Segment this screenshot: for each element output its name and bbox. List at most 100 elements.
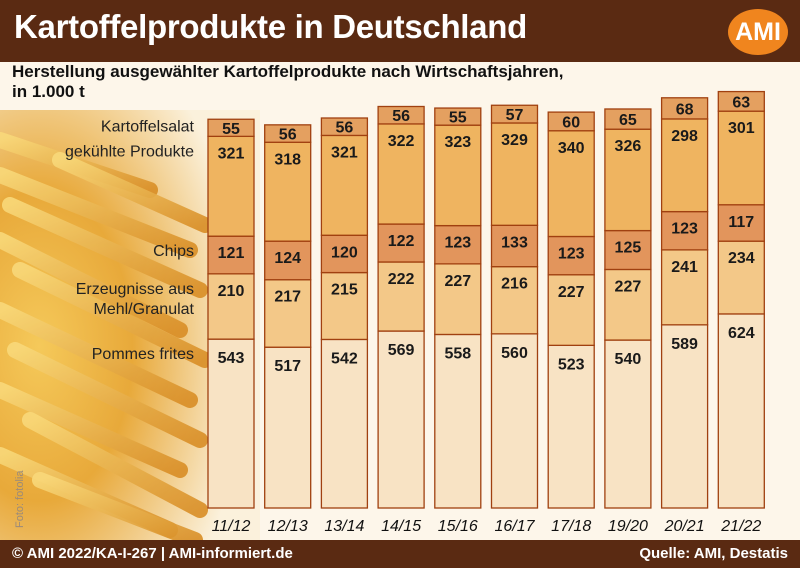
data-label: 217 — [274, 289, 301, 306]
data-label: 542 — [331, 350, 358, 367]
series-label: gekühlte Produkte — [65, 143, 194, 160]
data-label: 120 — [331, 244, 358, 261]
series-label: Erzeugnisse aus — [76, 281, 194, 298]
bar-segment — [434, 333, 482, 509]
data-label: 624 — [728, 325, 755, 342]
bar-segment — [320, 134, 369, 236]
data-label: 234 — [728, 250, 755, 267]
data-label: 326 — [615, 138, 642, 155]
x-tick-label: 20/21 — [664, 518, 705, 535]
data-label: 55 — [449, 110, 467, 127]
bar-segment — [717, 313, 765, 509]
bar-segment — [717, 110, 765, 206]
bar-segment — [377, 123, 425, 225]
fry-stick — [7, 342, 208, 448]
title-bar — [0, 0, 800, 62]
bar-segment — [264, 141, 312, 242]
bar-segment — [547, 130, 595, 238]
fry-stick — [22, 412, 208, 518]
bar-segment — [377, 223, 425, 263]
bar-segment — [660, 324, 709, 509]
bar-segment — [320, 117, 369, 137]
x-tick-label: 12/13 — [268, 518, 308, 535]
x-tick-label: 13/14 — [324, 518, 364, 535]
data-label: 125 — [615, 240, 642, 257]
bar-segment — [604, 128, 652, 232]
subtitle-line-1: Herstellung ausgewählter Kartoffelproduk… — [12, 62, 564, 81]
data-label: 56 — [336, 120, 354, 137]
data-label: 340 — [558, 140, 585, 157]
bar-segment — [604, 339, 652, 509]
data-label: 56 — [279, 127, 297, 144]
data-label: 227 — [558, 284, 585, 301]
footer-copyright: © AMI 2022/KA-I-267 | AMI-informiert.de — [12, 545, 293, 562]
bar-segment — [547, 235, 595, 276]
bar-segment — [604, 268, 652, 341]
x-tick-label: 19/20 — [608, 518, 648, 535]
x-tick-label: 16/17 — [494, 518, 535, 535]
bar-segment — [490, 104, 539, 124]
bar-segment — [207, 338, 255, 509]
data-label: 301 — [728, 120, 755, 137]
data-label: 321 — [331, 144, 358, 161]
footer-bar — [0, 540, 800, 568]
x-tick-label: 11/12 — [212, 518, 251, 535]
bar-segment — [434, 263, 482, 336]
bar-segment — [604, 229, 652, 271]
bar-segment — [264, 124, 312, 143]
bar-segment — [207, 118, 255, 138]
bar-segment — [660, 118, 709, 213]
x-tick-label: 21/22 — [720, 518, 761, 535]
data-label: 321 — [218, 145, 245, 162]
fry-stick — [12, 262, 213, 368]
x-tick-label: 14/15 — [381, 518, 421, 535]
data-label: 322 — [388, 133, 415, 150]
data-label: 65 — [619, 112, 637, 129]
fry-stick — [0, 232, 188, 338]
bar-segment — [377, 105, 425, 125]
bar-segment — [264, 240, 312, 281]
data-label: 63 — [732, 94, 750, 111]
data-label: 121 — [218, 245, 245, 262]
bar-segment — [320, 271, 369, 341]
fry-stick — [0, 302, 198, 408]
bar-segment — [207, 135, 255, 237]
data-label: 323 — [444, 134, 471, 151]
data-label: 227 — [444, 273, 471, 290]
data-label: 543 — [218, 350, 245, 367]
fry-stick — [32, 472, 203, 548]
footer-source: Quelle: AMI, Destatis — [639, 545, 788, 562]
data-label: 215 — [331, 282, 358, 299]
data-label: 216 — [501, 276, 528, 293]
chart-subtitle: Herstellung ausgewählter Kartoffelproduk… — [12, 62, 652, 102]
data-label: 569 — [388, 342, 415, 359]
data-label: 57 — [506, 107, 524, 124]
bar-segment — [547, 111, 595, 132]
bar-segment — [490, 266, 539, 335]
x-tick-label: 15/16 — [438, 518, 478, 535]
series-label: Pommes frites — [92, 346, 194, 363]
data-label: 298 — [671, 128, 698, 145]
fry-stick — [0, 382, 188, 478]
data-label: 540 — [615, 351, 642, 368]
bar-segment — [434, 224, 482, 265]
fry-stick — [0, 167, 198, 258]
bar-segment — [207, 273, 255, 340]
bar-segment — [320, 234, 369, 274]
data-label: 124 — [274, 250, 301, 267]
bar-segment — [490, 122, 539, 226]
bar-segment — [660, 249, 709, 326]
bar-segment — [547, 274, 595, 346]
data-label: 68 — [676, 101, 694, 118]
fry-stick — [52, 152, 213, 233]
data-label: 523 — [558, 356, 585, 373]
data-label: 60 — [562, 114, 580, 131]
bar-segment — [490, 333, 539, 509]
data-label: 117 — [728, 214, 754, 231]
fries-sticks — [0, 132, 213, 548]
data-label: 123 — [444, 235, 471, 252]
bar-segment — [320, 338, 369, 509]
bar-segment — [490, 224, 539, 268]
data-label: 55 — [222, 121, 240, 138]
